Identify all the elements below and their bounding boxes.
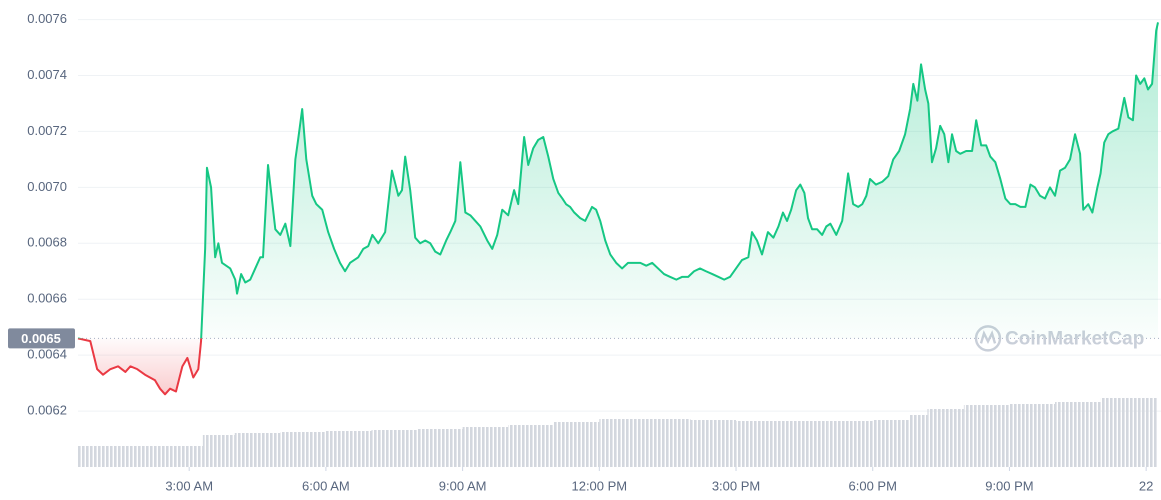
y-tick-label: 0.0064 xyxy=(27,347,67,362)
volume-bar xyxy=(553,422,600,467)
volume-bar xyxy=(280,432,326,467)
line-up xyxy=(78,22,1159,339)
volume-bar xyxy=(202,435,235,467)
volume-bar xyxy=(1055,402,1101,467)
volume-bar xyxy=(781,421,828,467)
volume-bar xyxy=(827,421,873,467)
volume-bar xyxy=(78,446,203,467)
volume-bar xyxy=(599,419,645,467)
volume-bar xyxy=(325,431,372,467)
y-tick-label: 0.0072 xyxy=(27,123,67,138)
volume-bar xyxy=(690,420,737,467)
x-tick-label: 12:00 PM xyxy=(571,478,627,493)
y-tick-label: 0.0074 xyxy=(27,67,67,82)
volume-bar xyxy=(417,429,463,467)
volume-bar xyxy=(644,419,691,467)
volume-bar xyxy=(1009,404,1056,467)
y-tick-label: 0.0068 xyxy=(27,235,67,250)
x-tick-label: 9:00 AM xyxy=(439,478,487,493)
x-tick-label: 9:00 PM xyxy=(985,478,1033,493)
area-down xyxy=(78,338,202,395)
volume-bar xyxy=(371,430,418,467)
volume-bar xyxy=(927,409,964,467)
volume-bar xyxy=(1100,398,1158,467)
volume-bar xyxy=(963,405,1010,467)
baseline-label-box xyxy=(8,328,75,349)
y-tick-label: 0.0066 xyxy=(27,291,67,306)
volume-bar xyxy=(736,421,782,467)
y-tick-label: 0.0076 xyxy=(27,11,67,26)
volume-bar xyxy=(909,415,928,467)
y-tick-label: 0.0062 xyxy=(27,403,67,418)
volume-bar xyxy=(872,420,910,467)
x-tick-label: 6:00 PM xyxy=(849,478,897,493)
baseline-label: 0.0065 xyxy=(21,331,61,346)
volume-bar xyxy=(462,427,509,467)
y-tick-label: 0.0070 xyxy=(27,179,67,194)
volume-bar xyxy=(234,433,281,467)
x-tick-label: 22 xyxy=(1139,478,1153,493)
x-tick-label: 3:00 AM xyxy=(165,478,213,493)
area-up xyxy=(78,22,1158,339)
x-tick-label: 6:00 AM xyxy=(302,478,350,493)
volume-bar xyxy=(508,425,554,467)
x-tick-label: 3:00 PM xyxy=(712,478,760,493)
